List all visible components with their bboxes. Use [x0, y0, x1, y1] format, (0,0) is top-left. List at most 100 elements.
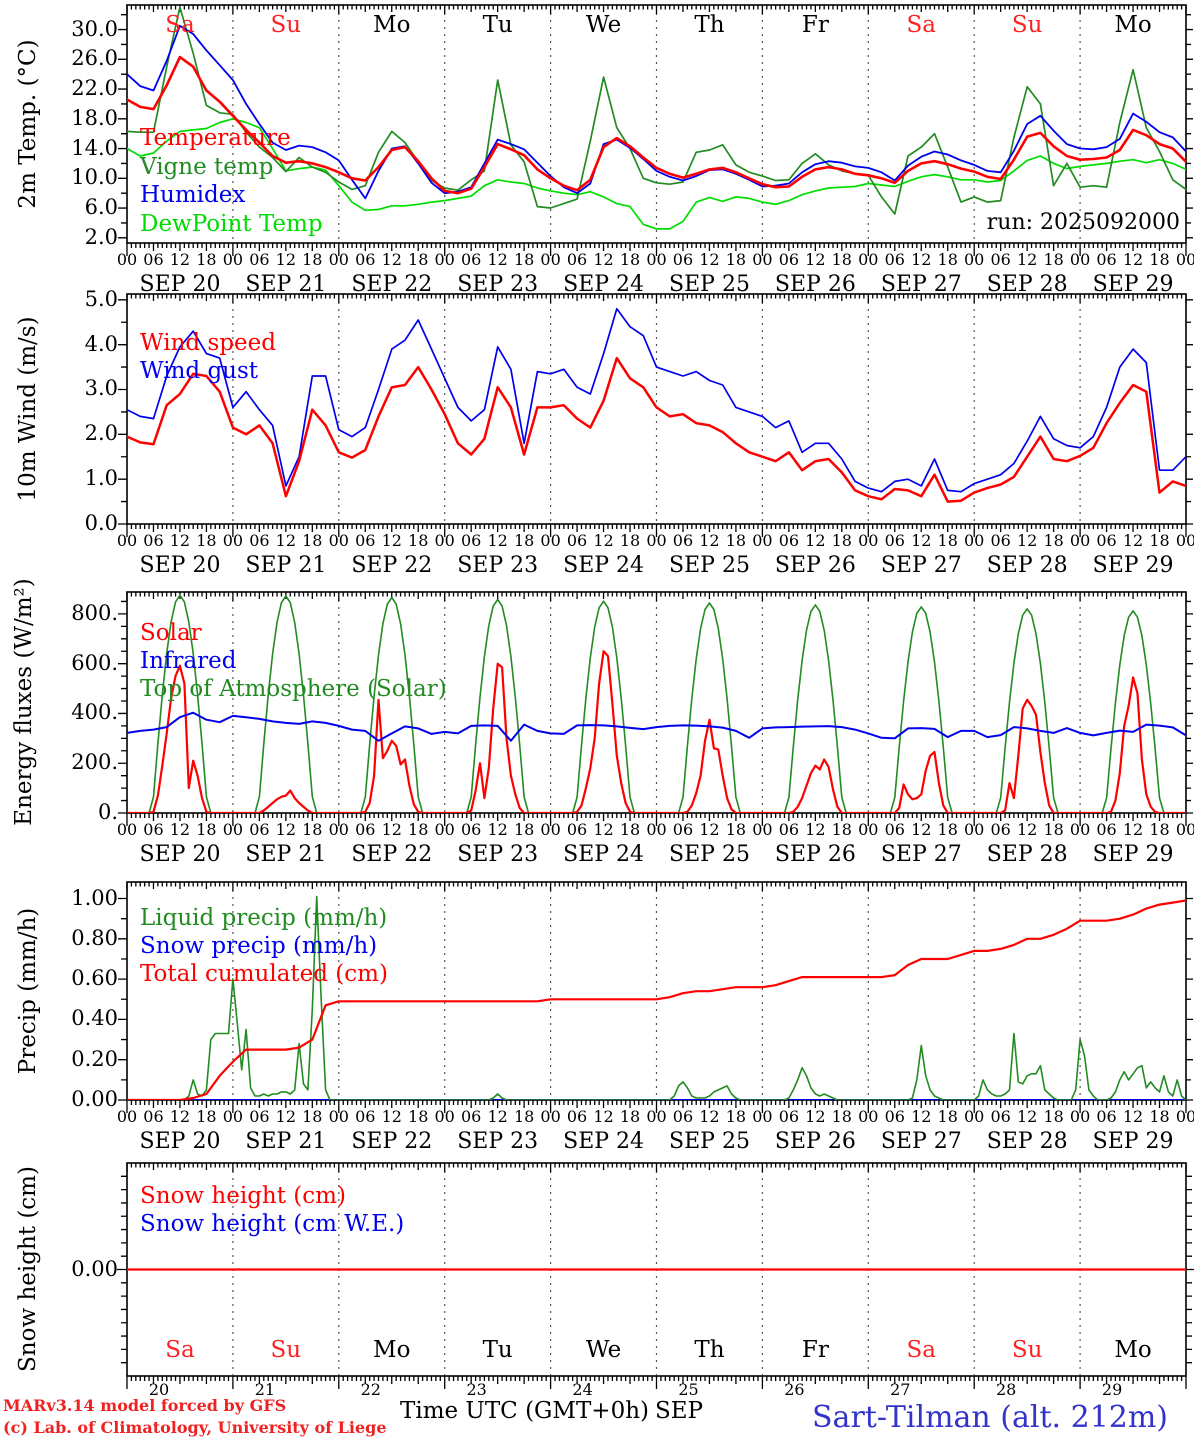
hour-tick-label: 12 — [381, 820, 402, 839]
hour-tick-label: 18 — [831, 820, 852, 839]
hour-tick-label: 12 — [593, 820, 614, 839]
hour-tick-label: 12 — [699, 531, 720, 550]
day-name-label: Fr — [801, 12, 829, 38]
hour-tick-label: 00 — [646, 531, 667, 550]
date-label: SEP 26 — [774, 272, 856, 297]
day-name-label: Su — [1011, 12, 1043, 38]
date-label: SEP 22 — [351, 1129, 433, 1154]
legend-precip-1: Snow precip (mm/h) — [140, 933, 378, 959]
day-name-label: Th — [694, 1337, 725, 1363]
hour-tick-label: 00 — [1069, 1107, 1091, 1126]
hour-tick-label: 12 — [593, 250, 614, 269]
legend-wind-1: Wind gust — [140, 358, 259, 384]
day-name-label: Mo — [373, 1337, 411, 1363]
hour-tick-label: 12 — [275, 250, 297, 269]
hour-tick-label: 12 — [699, 1107, 720, 1126]
hour-tick-label: 18 — [1149, 820, 1170, 839]
ytick-label: 0.40 — [71, 1006, 118, 1031]
hour-tick-label: 18 — [619, 820, 641, 839]
day-number-label: 28 — [996, 1380, 1017, 1399]
hour-tick-label: 00 — [858, 1107, 879, 1126]
hour-tick-label: 12 — [911, 531, 932, 550]
hour-tick-label: 06 — [566, 820, 588, 839]
hour-tick-label: 18 — [1043, 531, 1064, 550]
hour-tick-label: 00 — [1175, 1107, 1194, 1126]
hour-tick-label: 00 — [752, 531, 773, 550]
hour-tick-label: 00 — [964, 531, 985, 550]
hour-tick-label: 18 — [937, 820, 958, 839]
hour-tick-label: 18 — [302, 820, 323, 839]
ytick-label: 18.0 — [71, 105, 118, 130]
hour-tick-label: 18 — [408, 820, 429, 839]
hour-tick-label: 00 — [116, 531, 138, 550]
hour-tick-label: 12 — [593, 1107, 614, 1126]
run-label: run: 2025092000 — [986, 210, 1180, 235]
hour-tick-label: 12 — [169, 250, 191, 269]
day-number-label: 21 — [254, 1380, 276, 1399]
date-label: SEP 25 — [669, 272, 750, 297]
ytick-label: 0.00 — [71, 1087, 118, 1111]
hour-tick-label: 00 — [1175, 250, 1194, 269]
date-label: SEP 29 — [1092, 842, 1174, 867]
ytick-label: 26.0 — [71, 46, 118, 71]
ytick-label: 0.60 — [71, 966, 118, 991]
date-label: SEP 27 — [880, 553, 962, 578]
day-name-label: Mo — [1114, 12, 1152, 38]
date-label: SEP 25 — [669, 553, 750, 578]
legend-snow-0: Snow height (cm) — [140, 1183, 346, 1209]
hour-tick-label: 06 — [1096, 250, 1117, 269]
hour-tick-label: 06 — [143, 820, 164, 839]
hour-tick-label: 00 — [964, 250, 985, 269]
ytick-label: 0.00 — [71, 1256, 118, 1281]
station-label: Sart-Tilman (alt. 212m) — [812, 1400, 1169, 1435]
hour-tick-label: 18 — [196, 820, 217, 839]
day-number-label: 29 — [1101, 1380, 1123, 1399]
hour-tick-label: 12 — [275, 1107, 297, 1126]
hour-tick-label: 12 — [1016, 250, 1038, 269]
legend-temp-2: Humidex — [140, 182, 246, 208]
hour-tick-label: 06 — [143, 531, 164, 550]
date-label: SEP 26 — [774, 1129, 856, 1154]
ytick-label: 30.0 — [71, 16, 118, 41]
ytick-label: 0.20 — [71, 1046, 118, 1071]
hour-tick-label: 12 — [1016, 820, 1038, 839]
hour-tick-label: 12 — [1016, 531, 1038, 550]
ytick-label: 14.0 — [71, 135, 118, 160]
hour-tick-label: 00 — [434, 250, 455, 269]
hour-tick-label: 06 — [460, 531, 482, 550]
hour-tick-label: 00 — [964, 1107, 985, 1126]
hour-tick-label: 00 — [434, 531, 455, 550]
series-top-of-atmosphere-solar- — [127, 594, 1186, 813]
month-label: SEP — [655, 1398, 704, 1424]
hour-tick-label: 12 — [275, 531, 297, 550]
hour-tick-label: 18 — [619, 531, 641, 550]
hour-tick-label: 00 — [116, 250, 138, 269]
hour-tick-label: 18 — [725, 531, 747, 550]
legend-temp-3: DewPoint Temp — [140, 211, 323, 237]
hour-tick-label: 00 — [328, 820, 349, 839]
hour-tick-label: 06 — [249, 250, 270, 269]
ytick-label: 22.0 — [71, 76, 118, 101]
hour-tick-label: 06 — [990, 820, 1011, 839]
ytick-label: 1.0 — [84, 466, 118, 491]
hour-tick-label: 00 — [858, 250, 879, 269]
day-number-label: 27 — [890, 1380, 911, 1399]
hour-tick-label: 12 — [805, 820, 826, 839]
hour-tick-label: 12 — [699, 250, 720, 269]
date-label: SEP 20 — [139, 272, 221, 297]
hour-tick-label: 06 — [990, 1107, 1011, 1126]
hour-tick-label: 12 — [699, 820, 720, 839]
date-label: SEP 29 — [1092, 553, 1174, 578]
hour-tick-label: 00 — [222, 531, 244, 550]
hour-tick-label: 06 — [566, 531, 588, 550]
day-number-label: 25 — [678, 1380, 699, 1399]
hour-tick-label: 12 — [169, 1107, 191, 1126]
hour-tick-label: 18 — [196, 1107, 217, 1126]
hour-tick-label: 18 — [619, 1107, 641, 1126]
day-name-label: Sa — [165, 1337, 195, 1363]
hour-tick-label: 00 — [328, 250, 349, 269]
hour-tick-label: 12 — [1122, 820, 1144, 839]
series-infrared — [127, 711, 1186, 742]
hour-tick-label: 18 — [408, 1107, 429, 1126]
series-wind-speed — [127, 356, 1186, 503]
